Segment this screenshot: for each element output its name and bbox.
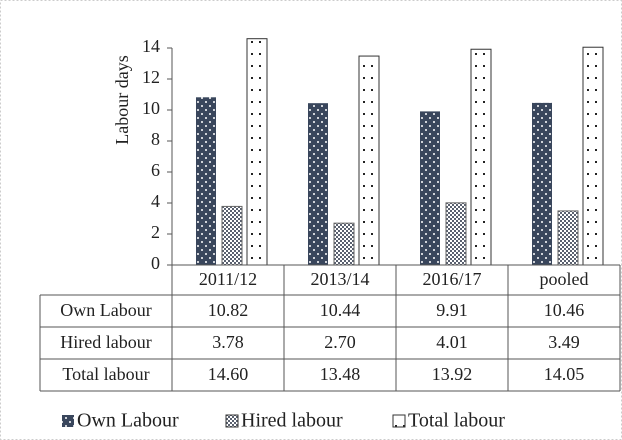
legend-label: Total labour [408, 410, 505, 432]
y-tick-label: 12 [142, 67, 160, 87]
row-label: Total labour [62, 364, 149, 384]
legend-swatch [62, 415, 74, 427]
bar [196, 97, 216, 265]
y-tick-label: 4 [151, 191, 160, 211]
table-value: 14.60 [208, 364, 249, 384]
table-value: 4.01 [436, 332, 468, 352]
table-value: 10.46 [544, 300, 585, 320]
legend-label: Own Labour [77, 410, 179, 432]
x-tick-label: 2016/17 [422, 269, 481, 289]
table-value: 9.91 [436, 300, 468, 320]
table-value: 14.05 [544, 364, 585, 384]
table-value: 3.78 [212, 332, 244, 352]
y-axis-title: Labour days [112, 55, 132, 144]
bar [358, 55, 380, 266]
table-value: 3.49 [548, 332, 580, 352]
bar [308, 103, 328, 266]
table-value: 13.92 [432, 364, 473, 384]
y-tick-label: 8 [151, 129, 160, 149]
bar [470, 48, 492, 266]
bar [420, 111, 440, 266]
bar [445, 202, 467, 266]
row-label: Hired labour [60, 332, 151, 352]
y-tick-label: 14 [142, 36, 160, 56]
y-tick-label: 2 [151, 222, 160, 242]
legend-label: Hired labour [241, 410, 343, 432]
table-value: 13.48 [320, 364, 361, 384]
y-tick-label: 0 [151, 253, 160, 273]
x-tick-label: 2013/14 [310, 269, 369, 289]
table-value: 10.82 [208, 300, 249, 320]
legend-swatch [225, 414, 239, 428]
bar [221, 205, 243, 266]
y-tick-label: 6 [151, 160, 160, 180]
table-value: 10.44 [320, 300, 361, 320]
legend-swatch [392, 414, 406, 428]
bar [582, 46, 604, 266]
bar [246, 38, 268, 266]
row-label: Own Labour [60, 300, 151, 320]
x-tick-label: pooled [540, 269, 589, 289]
bar [557, 210, 579, 266]
bar [532, 102, 552, 266]
bar [333, 222, 355, 266]
table-value: 2.70 [324, 332, 356, 352]
y-tick-label: 10 [142, 98, 160, 118]
x-tick-label: 2011/12 [199, 269, 257, 289]
